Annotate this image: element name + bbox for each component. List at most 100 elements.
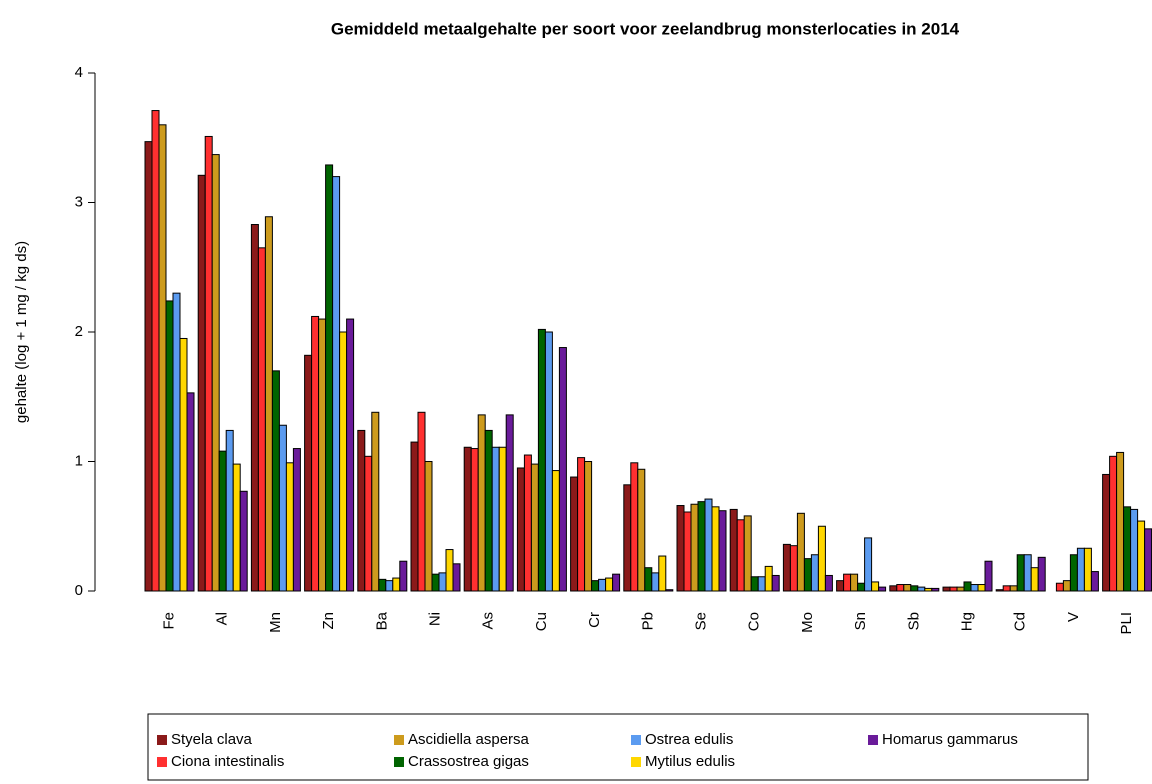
x-tick-label: Cd (1012, 612, 1029, 631)
bar (850, 573, 859, 592)
bar (750, 576, 759, 592)
bar (211, 154, 220, 592)
bar (1030, 567, 1039, 592)
bar (598, 578, 607, 592)
bar (591, 580, 600, 592)
bar (630, 462, 639, 592)
legend-label: Ostrea edulis (645, 731, 733, 748)
legend-swatch (394, 735, 404, 745)
bar (949, 586, 958, 592)
bar (470, 448, 479, 592)
bar (1090, 571, 1099, 592)
bar (438, 572, 447, 592)
bar (584, 461, 593, 592)
x-tick-label: Sn (852, 612, 869, 630)
bar (757, 576, 766, 592)
bar (232, 463, 241, 592)
bar (1055, 582, 1064, 592)
bar (378, 578, 387, 592)
x-tick-label: PLI (1118, 612, 1135, 635)
bar (704, 498, 713, 592)
bar (683, 511, 692, 592)
bar (186, 392, 195, 592)
x-tick-label: Cu (533, 612, 550, 631)
bar (736, 519, 745, 592)
bar (623, 484, 632, 592)
bar (551, 470, 560, 592)
y-tick-label: 2 (75, 323, 83, 340)
bar (371, 411, 380, 592)
bar (392, 577, 401, 592)
bar (924, 587, 933, 592)
bar (399, 560, 408, 592)
bar (318, 318, 327, 592)
legend-label: Styela clava (171, 731, 253, 748)
bar (179, 337, 188, 592)
bar (264, 216, 273, 592)
bar (1137, 520, 1146, 592)
x-tick-label: Hg (958, 612, 975, 631)
bar (1130, 508, 1139, 592)
bar (498, 446, 507, 592)
x-tick-label: Mn (267, 612, 284, 633)
bar (963, 581, 972, 592)
bar (1016, 554, 1025, 592)
x-tick-label: Cr (586, 612, 603, 628)
legend-label: Crassostrea gigas (408, 753, 529, 770)
bar (477, 414, 486, 592)
bar (577, 457, 586, 592)
bar (218, 450, 227, 592)
bar (250, 224, 259, 592)
bar (339, 331, 348, 592)
legend-swatch (157, 735, 167, 745)
bar (311, 315, 320, 592)
bar (424, 461, 433, 592)
legend-swatch (157, 757, 167, 767)
y-tick-label: 1 (75, 452, 83, 469)
bar (836, 580, 845, 592)
bar (544, 331, 553, 592)
bar (910, 585, 919, 592)
bar (197, 174, 206, 592)
bar (843, 573, 852, 592)
bar (151, 110, 160, 592)
bar (278, 424, 287, 592)
bar (810, 554, 819, 592)
x-tick-label: Fe (160, 612, 177, 630)
bar (1069, 554, 1078, 592)
bar (889, 585, 898, 592)
legend-label: Ascidiella aspersa (408, 731, 530, 748)
legend-box (147, 713, 1089, 781)
x-tick-label: Co (746, 612, 763, 631)
bar (1102, 473, 1111, 592)
bar (931, 587, 940, 592)
bar (431, 573, 440, 592)
legend-swatch (868, 735, 878, 745)
chart-title: Gemiddeld metaalgehalte per soort voor z… (331, 19, 960, 38)
bar (357, 429, 366, 592)
legend-swatch (631, 735, 641, 745)
bar (637, 468, 646, 592)
bar (558, 347, 567, 592)
bar (690, 503, 699, 592)
bar (304, 354, 313, 592)
bar (878, 586, 887, 592)
bar (697, 501, 706, 592)
bar (410, 441, 419, 592)
bar (644, 567, 653, 592)
bar (452, 563, 461, 592)
bar (665, 589, 674, 592)
bar (271, 370, 280, 592)
bar (1037, 556, 1046, 592)
bar (718, 510, 727, 592)
bar (970, 584, 979, 592)
y-tick-label: 4 (75, 64, 83, 81)
bar (782, 543, 791, 592)
bar (824, 574, 833, 592)
bar (530, 463, 539, 592)
legend-label: Homarus gammarus (882, 731, 1018, 748)
bar (158, 124, 167, 592)
bar (995, 589, 1004, 592)
